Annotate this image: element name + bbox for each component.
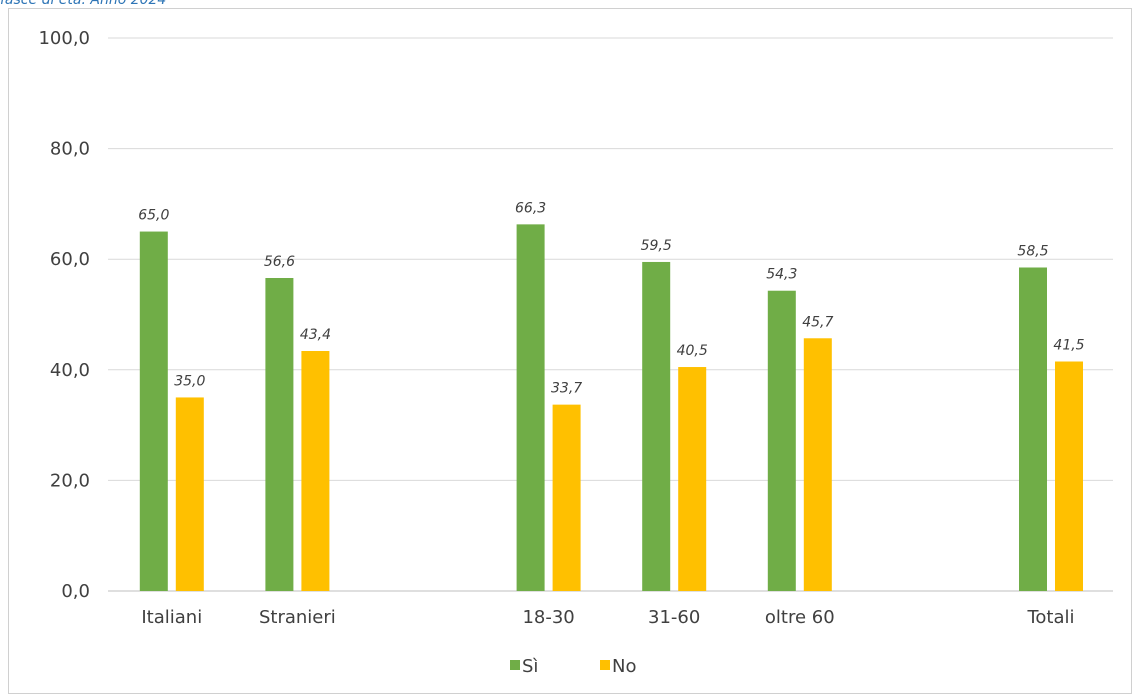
data-label: 33,7: [551, 381, 582, 397]
legend-swatch: [600, 660, 610, 670]
bar-no: [552, 404, 581, 591]
bar-no: [301, 350, 330, 591]
x-category-label: Italiani: [141, 607, 202, 628]
bars: [139, 224, 1083, 592]
bar-si: [265, 278, 294, 591]
y-tick-label: 0,0: [61, 581, 90, 602]
data-label: 40,5: [677, 343, 708, 359]
x-category-label: Stranieri: [259, 607, 336, 628]
y-tick-label: 60,0: [50, 249, 90, 270]
legend-label: Sì: [522, 656, 538, 677]
bar-si: [642, 261, 671, 591]
x-axis: Italiani Stranieri 18-30 31-60 oltre 60 Total…: [141, 607, 1074, 628]
y-tick-label: 80,0: [50, 139, 90, 160]
x-category-label: oltre 60: [765, 607, 835, 628]
data-label: 56,6: [264, 254, 295, 270]
data-label: 35,0: [174, 373, 205, 389]
x-category-label: 31-60: [648, 607, 700, 628]
bar-no: [175, 397, 204, 591]
bar-no: [1055, 361, 1083, 591]
chart-frame: [8, 8, 1132, 694]
bar-no: [678, 367, 707, 591]
y-tick-label: 20,0: [50, 470, 90, 491]
x-category-label: Totali: [1026, 607, 1074, 628]
data-label: 58,5: [1017, 243, 1048, 259]
data-label: 41,5: [1053, 338, 1084, 354]
bar-si: [1019, 267, 1047, 591]
data-label: 65,0: [138, 208, 169, 224]
gridlines: [108, 37, 1113, 592]
legend: Sì No: [510, 656, 636, 677]
data-label: 66,3: [515, 200, 546, 216]
x-category-label: 18-30: [522, 607, 574, 628]
bar-si: [767, 290, 796, 591]
y-tick-label: 100,0: [38, 28, 90, 49]
chart-caption: fasce di età. Anno 2024: [0, 0, 167, 8]
bar-si: [139, 231, 168, 592]
data-label: 45,7: [802, 314, 833, 330]
legend-swatch: [510, 660, 520, 670]
data-label: 43,4: [300, 327, 331, 343]
legend-label: No: [612, 656, 636, 677]
y-axis: 0,0 20,0 40,0 60,0 80,0 100,0: [38, 28, 90, 602]
data-label: 59,5: [641, 238, 672, 254]
y-tick-label: 40,0: [50, 360, 90, 381]
data-labels: 65,0 35,0 56,6 43,4 66,3 33,7 59,5 40,5 54,3 45,7…: [138, 200, 1084, 396]
data-label: 54,3: [766, 267, 797, 283]
bar-no: [803, 338, 832, 591]
bar-si: [516, 224, 545, 591]
